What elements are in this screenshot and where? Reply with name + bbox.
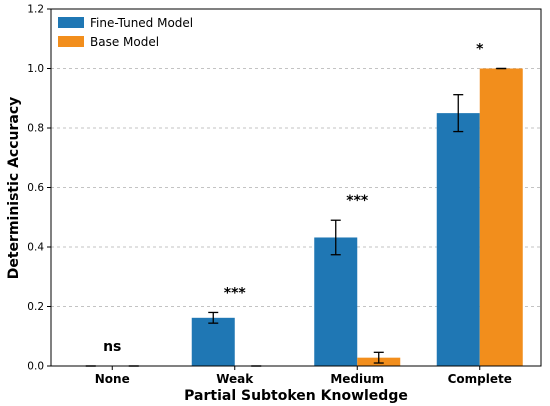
y-tick-label: 0.4 (27, 242, 44, 254)
y-tick-label: 1.2 (27, 4, 44, 16)
y-axis-ticks: 0.0 0.2 0.4 0.6 0.8 1.0 1.2 (27, 4, 51, 373)
legend: Fine-Tuned Model Base Model (58, 16, 193, 49)
y-axis-title: Deterministic Accuracy (6, 97, 22, 280)
bar-fine-tuned-model-medium (314, 237, 358, 366)
bar-fine-tuned-model-complete (436, 113, 480, 366)
x-axis-ticks: None Weak Medium Complete (95, 366, 512, 386)
x-tick-label: Weak (216, 372, 254, 386)
y-tick-label: 0.2 (27, 301, 44, 313)
x-tick-label: Medium (330, 372, 384, 386)
bar-base-model-complete (479, 68, 523, 366)
legend-label: Base Model (90, 35, 159, 49)
legend-label: Fine-Tuned Model (90, 16, 193, 30)
bars (191, 68, 523, 366)
legend-swatch (58, 36, 84, 47)
y-tick-label: 0.0 (27, 361, 44, 373)
significance-label: ns (103, 339, 121, 355)
x-axis-title: Partial Subtoken Knowledge (184, 388, 408, 404)
y-tick-label: 0.6 (27, 182, 44, 194)
x-tick-label: None (95, 372, 130, 386)
y-tick-label: 0.8 (27, 123, 44, 135)
legend-swatch (58, 17, 84, 28)
bar-fine-tuned-model-weak (191, 317, 235, 366)
significance-labels: ns******* (103, 42, 484, 356)
x-tick-label: Complete (448, 372, 512, 386)
y-tick-label: 1.0 (27, 63, 44, 75)
significance-label: * (476, 42, 484, 58)
significance-label: *** (224, 285, 247, 301)
significance-label: *** (346, 193, 369, 209)
